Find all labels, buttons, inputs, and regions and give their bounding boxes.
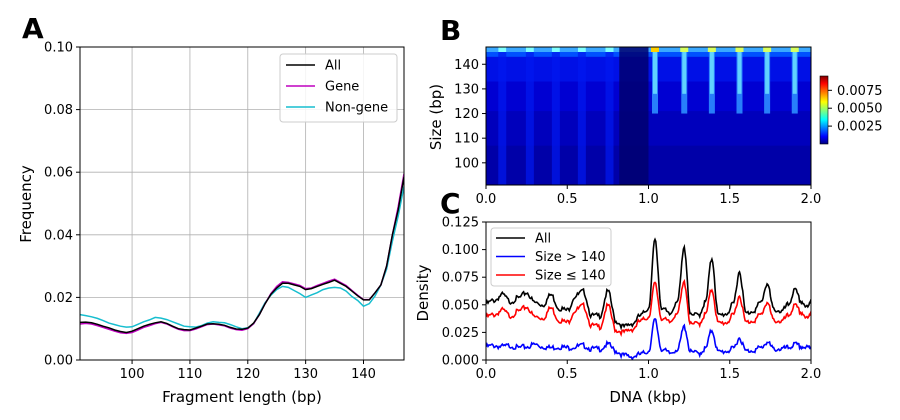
- panel-c-x-label: DNA (kbp): [609, 388, 686, 406]
- heatmap-stripe: [498, 47, 507, 185]
- panel-c-y-tick-label: 0.100: [442, 243, 479, 258]
- heatmap-stripe-top: [551, 47, 560, 52]
- panel-c-x-ticks: 0.0 0.5 1.0 1.5 2.0: [476, 360, 822, 382]
- panel-a-y-tick-label: 0.08: [44, 103, 73, 118]
- heatmap-peak-top: [651, 47, 659, 52]
- colorbar-tick-label: 0.0075: [837, 84, 883, 99]
- panel-b-x-tick-label: 0.0: [476, 192, 497, 207]
- heatmap-stripe: [605, 47, 614, 185]
- colorbar: [819, 75, 829, 145]
- panel-label-a: A: [22, 12, 44, 45]
- heatmap-peak-core: [737, 47, 742, 94]
- colorbar-tick-label: 0.0025: [837, 120, 883, 135]
- panel-a-y-tick-label: 0.00: [44, 354, 73, 369]
- panel-c-x-tick-label: 2.0: [801, 367, 822, 382]
- panel-c-y-tick-label: 0.075: [442, 271, 479, 286]
- panel-a-y-tick-label: 0.06: [44, 166, 73, 181]
- panel-b-x-tick-label: 1.5: [719, 192, 740, 207]
- panel-b-y-tick-label: 110: [454, 132, 479, 147]
- heatmap-stripe: [551, 47, 560, 185]
- panel-b-y-ticks: 100 110 120 130 140: [454, 58, 486, 171]
- panel-a-legend-label-gene: Gene: [325, 80, 359, 95]
- panel-a-x-ticks: 100 110 120 130 140: [120, 360, 376, 382]
- panel-a-y-ticks: 0.00 0.02 0.04 0.06 0.08 0.10: [44, 41, 80, 369]
- heatmap-peak-top: [680, 47, 689, 52]
- panel-a-legend: All Gene Non-gene: [279, 53, 398, 123]
- heatmap-peak-top: [790, 47, 799, 52]
- heatmap-dark-region: [619, 47, 649, 185]
- panel-a-legend-label-all: All: [325, 59, 341, 74]
- colorbar-ticks: 0.0025 0.0050 0.0075: [828, 84, 883, 135]
- panel-c-x-tick-label: 0.5: [557, 367, 578, 382]
- panel-b-y-tick-label: 130: [454, 82, 479, 97]
- panel-c-y-tick-label: 0.050: [442, 298, 479, 313]
- panel-b-x-tick-label: 2.0: [801, 192, 822, 207]
- heatmap-peak-core: [709, 47, 714, 94]
- panel-c-line-size-140: [486, 278, 811, 337]
- panel-c-line-size-140: [486, 317, 811, 360]
- heatmap-peak-top: [735, 47, 744, 52]
- heatmap-stripe-top: [605, 47, 614, 52]
- panel-a-line-non-gene: [80, 186, 404, 330]
- panel-c-x-tick-label: 1.5: [719, 367, 740, 382]
- heatmap-stripe-top: [577, 47, 586, 52]
- panel-c-y-label: Density: [414, 264, 432, 321]
- panel-c-legend-box: [490, 227, 612, 287]
- panel-b-x-tick-label: 0.5: [557, 192, 578, 207]
- heatmap-peak-core: [792, 47, 797, 94]
- panel-a-y-tick-label: 0.02: [44, 291, 73, 306]
- panel-b-heatmap: 0.0 0.5 1.0 1.5 2.0 100 110 120 130 140 Size (bp…: [427, 46, 883, 207]
- panel-a-x-tick-label: 110: [178, 367, 203, 382]
- panel-a-line-gene: [80, 173, 404, 335]
- panel-c-chart: 0.0 0.5 1.0 1.5 2.0 0.000 0.025 0.050 0.075 0.10…: [414, 216, 821, 407]
- panel-c-legend: All Size > 140 Size ≤ 140: [490, 227, 612, 287]
- panel-c-y-tick-label: 0.000: [442, 354, 479, 369]
- panel-a-x-tick-label: 140: [351, 367, 376, 382]
- panel-b-y-tick-label: 120: [454, 107, 479, 122]
- panel-c-legend-label-size-140: Size ≤ 140: [535, 269, 606, 284]
- panel-a-legend-box: [279, 53, 398, 123]
- panel-c-legend-label-all: All: [535, 232, 551, 247]
- panel-a-x-tick-label: 100: [120, 367, 145, 382]
- heatmap-stripe: [577, 47, 586, 185]
- panel-a-y-tick-label: 0.10: [44, 41, 73, 56]
- panel-c-x-tick-label: 0.0: [476, 367, 497, 382]
- heatmap-peak-top: [763, 47, 772, 52]
- panel-a-x-tick-label: 120: [235, 367, 260, 382]
- heatmap-stripe: [525, 47, 534, 185]
- panel-c-series: [486, 237, 811, 360]
- heatmap-peak-core: [653, 47, 657, 94]
- colorbar-tick-label: 0.0050: [837, 102, 883, 117]
- panel-a-series: [80, 173, 404, 335]
- panel-c-y-tick-label: 0.125: [442, 216, 479, 231]
- panel-a-x-label: Fragment length (bp): [162, 388, 322, 406]
- panel-b-x-tick-label: 1.0: [638, 192, 659, 207]
- panel-c-legend-label-size-140: Size > 140: [535, 250, 606, 265]
- heatmap-stripe-top: [525, 47, 534, 52]
- panel-a-y-tick-label: 0.04: [44, 228, 73, 243]
- panel-b-y-tick-label: 140: [454, 58, 479, 73]
- panel-a-y-label: Frequency: [17, 165, 35, 243]
- panel-a-chart: 100 110 120 130 140 0.00 0.02 0.04 0.06 0.08 0.10…: [17, 41, 405, 406]
- heatmap-peak-core: [765, 47, 770, 94]
- heatmap-peak-core: [682, 47, 687, 94]
- panel-a-frame: [79, 46, 405, 361]
- panel-c-y-tick-label: 0.025: [442, 326, 479, 341]
- panel-label-c: C: [440, 187, 461, 220]
- panel-b-heatmap-cells: [486, 47, 811, 185]
- panel-b-y-label: Size (bp): [427, 84, 445, 150]
- panel-b-x-ticks: 0.0 0.5 1.0 1.5 2.0: [476, 185, 822, 207]
- panel-label-b: B: [440, 14, 461, 47]
- panel-c-x-tick-label: 1.0: [638, 367, 659, 382]
- panel-a-line-all: [80, 176, 404, 334]
- heatmap-stripe-top: [498, 47, 507, 52]
- panel-c-line-all: [486, 237, 811, 331]
- panel-b-y-tick-label: 100: [454, 156, 479, 171]
- panel-a-x-tick-label: 130: [293, 367, 318, 382]
- heatmap-peak-top: [707, 47, 716, 52]
- panel-c-y-ticks: 0.000 0.025 0.050 0.075 0.100 0.125: [442, 216, 486, 369]
- panel-a-legend-label-non-gene: Non-gene: [325, 101, 388, 116]
